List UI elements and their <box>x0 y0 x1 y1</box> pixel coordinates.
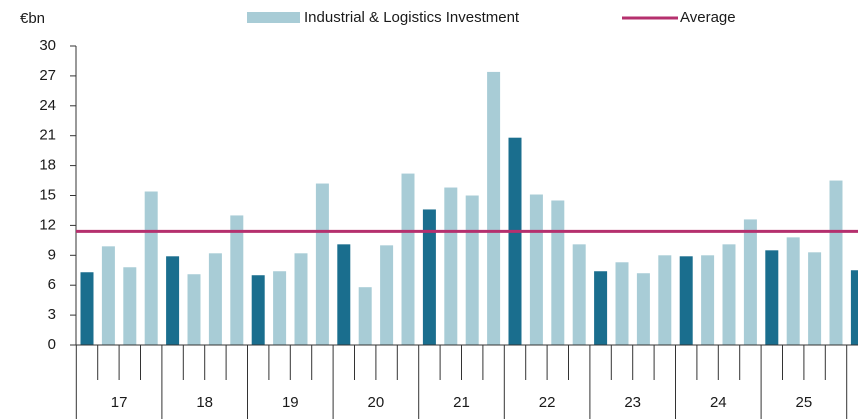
x-group-label: 23 <box>624 394 641 411</box>
bar <box>251 275 265 345</box>
bar <box>315 183 329 345</box>
bar <box>444 187 458 345</box>
bar <box>380 245 394 345</box>
x-group-label: 21 <box>453 394 470 411</box>
bar <box>465 195 479 345</box>
bar <box>850 270 858 345</box>
bar <box>722 244 736 345</box>
bar <box>337 244 351 345</box>
y-tick-label: 0 <box>48 336 56 353</box>
x-group-label: 22 <box>539 394 556 411</box>
bar <box>679 256 693 345</box>
bar <box>594 271 608 345</box>
x-group-label: 25 <box>796 394 813 411</box>
x-group-label: 17 <box>111 394 128 411</box>
bar <box>294 253 308 345</box>
y-tick-label: 12 <box>39 216 56 233</box>
x-group-label: 24 <box>710 394 727 411</box>
y-tick-label: 6 <box>48 276 56 293</box>
bar <box>529 194 543 345</box>
bar <box>166 256 180 345</box>
bar <box>658 255 672 345</box>
bar <box>101 246 115 345</box>
y-tick-label: 18 <box>39 157 56 174</box>
legend-label: Average <box>680 9 736 26</box>
bar <box>551 200 565 345</box>
y-axis-label: €bn <box>20 10 45 27</box>
y-tick-label: 9 <box>48 246 56 263</box>
y-tick-label: 30 <box>39 37 56 54</box>
bar <box>572 244 586 345</box>
bar <box>208 253 222 345</box>
bar <box>786 237 800 345</box>
bar <box>123 267 137 345</box>
bar <box>508 137 522 345</box>
bar <box>765 250 779 345</box>
x-group-label: 18 <box>196 394 213 411</box>
bar <box>808 252 822 345</box>
y-tick-label: 24 <box>39 97 56 114</box>
bar <box>422 209 436 345</box>
bar <box>615 262 629 345</box>
bar <box>273 271 287 345</box>
legend-label: Industrial & Logistics Investment <box>304 9 520 26</box>
bar <box>230 215 244 345</box>
bar <box>358 287 372 345</box>
x-group-label: 19 <box>282 394 299 411</box>
bar <box>743 219 757 345</box>
bar <box>829 180 843 345</box>
bar <box>144 191 158 345</box>
bar <box>80 272 94 345</box>
bar <box>187 274 201 345</box>
y-tick-label: 21 <box>39 127 56 144</box>
bar <box>401 173 415 345</box>
y-tick-label: 27 <box>39 67 56 84</box>
y-tick-label: 3 <box>48 306 56 323</box>
legend-swatch <box>247 12 300 23</box>
bar <box>487 71 501 345</box>
x-group-label: 20 <box>368 394 385 411</box>
y-tick-label: 15 <box>39 186 56 203</box>
bar <box>701 255 715 345</box>
bar <box>636 273 650 345</box>
